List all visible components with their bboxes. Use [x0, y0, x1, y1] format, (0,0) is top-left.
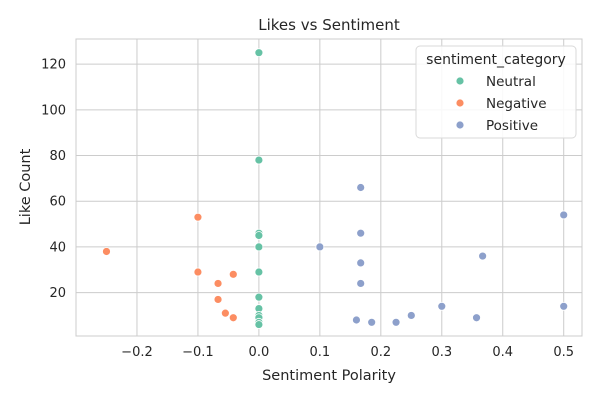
data-point-neutral	[254, 231, 264, 240]
series-neutral	[254, 48, 264, 329]
data-point-positive	[367, 317, 377, 327]
data-point-positive	[472, 313, 481, 323]
data-point-negative	[102, 247, 111, 256]
legend-label-neutral: Neutral	[486, 74, 536, 90]
y-tick-label: 100	[41, 103, 66, 118]
data-point-positive	[391, 317, 401, 327]
legend: sentiment_category Neutral Negative Positiv…	[415, 45, 577, 139]
y-tick-label: 60	[49, 195, 66, 210]
series-negative	[102, 212, 238, 323]
data-point-positive	[478, 251, 488, 261]
data-point-neutral	[254, 267, 264, 277]
legend-marker-positive	[455, 120, 465, 130]
x-tick-label: 0.2	[370, 345, 391, 360]
data-point-positive	[356, 258, 366, 268]
data-point-positive	[437, 301, 447, 311]
y-tick-label: 40	[49, 240, 66, 255]
data-point-neutral	[254, 320, 264, 329]
data-point-neutral	[254, 292, 264, 302]
data-point-negative	[193, 212, 203, 222]
data-point-neutral	[254, 242, 264, 252]
x-tick-label: 0.0	[249, 345, 270, 360]
legend-label-negative: Negative	[486, 96, 547, 112]
data-point-negative	[213, 295, 223, 304]
chart-title: Likes vs Sentiment	[258, 16, 400, 34]
y-tick-label: 80	[49, 149, 66, 164]
legend-title: sentiment_category	[426, 52, 566, 68]
data-point-positive	[406, 311, 416, 320]
x-tick-label: 0.5	[553, 345, 574, 360]
legend-box	[415, 45, 577, 139]
x-axis-title: Sentiment Polarity	[262, 368, 396, 384]
y-tick-label: 20	[49, 286, 66, 301]
data-point-positive	[559, 210, 569, 220]
data-point-positive	[356, 183, 366, 192]
x-tick-label: −0.1	[182, 345, 214, 360]
x-tick-label: 0.1	[310, 345, 331, 360]
x-tick-label: 0.3	[431, 345, 452, 360]
data-point-negative	[220, 308, 230, 318]
data-point-negative	[228, 313, 238, 323]
data-point-neutral	[254, 155, 264, 165]
data-point-negative	[193, 267, 203, 277]
series-positive	[315, 183, 569, 327]
x-tick-label: −0.2	[121, 345, 153, 360]
plot-frame	[75, 38, 583, 337]
data-point-positive	[356, 279, 366, 288]
data-point-positive	[352, 315, 361, 325]
y-tick-label: 120	[41, 58, 66, 73]
legend-marker-neutral	[455, 76, 465, 86]
data-point-negative	[213, 279, 223, 288]
x-tick-label: 0.4	[492, 345, 513, 360]
data-point-positive	[559, 301, 569, 311]
legend-marker-negative	[455, 98, 465, 108]
y-axis-title: Like Count	[18, 148, 34, 225]
data-point-neutral	[254, 48, 264, 58]
data-point-negative	[228, 269, 238, 279]
legend-label-positive: Positive	[486, 118, 538, 134]
data-point-positive	[315, 242, 325, 252]
data-point-positive	[356, 228, 366, 238]
